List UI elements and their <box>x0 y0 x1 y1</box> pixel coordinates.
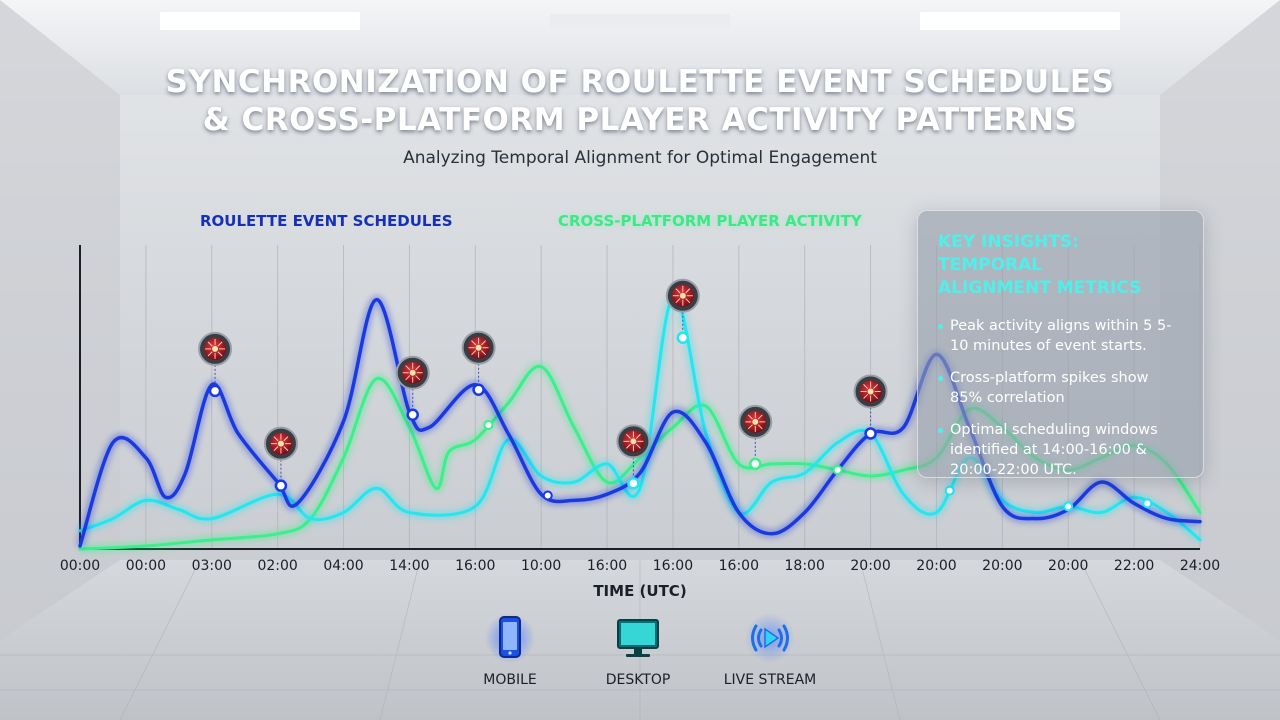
series-point <box>1063 501 1074 512</box>
x-axis-label: TIME (UTC) <box>593 582 687 600</box>
event-marker-layer <box>198 278 1153 512</box>
insights-title-line1: KEY INSIGHTS: TEMPORAL <box>938 232 1079 275</box>
x-tick-label: 16:00 <box>652 558 694 574</box>
series-label-roulette: ROULETTE EVENT SCHEDULES <box>200 212 453 230</box>
platform-mobile: MOBILE <box>445 612 575 688</box>
page-title-line1: SYNCHRONIZATION OF ROULETTE EVENT SCHEDU… <box>165 64 1115 100</box>
x-tick-label: 16:00 <box>718 558 759 574</box>
x-tick-label: 20:00 <box>982 558 1023 574</box>
series-point <box>944 485 955 496</box>
x-tick-label: 14:00 <box>389 558 430 574</box>
series-line-roulette <box>78 297 1202 548</box>
x-tick-label: 03:00 <box>191 558 232 574</box>
platform-live-stream: LIVE STREAM <box>705 612 835 688</box>
insights-title-line2: ALIGNMENT METRICS <box>938 278 1142 298</box>
insight-bullet: Peak activity aligns within 5 5-10 minut… <box>938 316 1185 356</box>
series-point <box>832 464 843 475</box>
series-point <box>483 419 494 430</box>
insight-bullet: Cross-platform spikes show 85% correlati… <box>938 368 1185 408</box>
x-tick-label: 18:00 <box>784 558 825 574</box>
roulette-event-marker <box>616 424 651 490</box>
roulette-event-marker <box>198 331 233 398</box>
roulette-event-marker <box>461 330 496 396</box>
series-point <box>1142 498 1153 509</box>
x-tick-label: 24:00 <box>1179 558 1221 574</box>
platform-label-mobile: MOBILE <box>483 672 537 688</box>
x-tick-label: 02:00 <box>257 558 298 574</box>
platform-label-live-stream: LIVE STREAM <box>723 672 817 688</box>
platform-label-desktop: DESKTOP <box>605 672 671 688</box>
page-subtitle: Analyzing Temporal Alignment for Optimal… <box>403 148 877 168</box>
x-tick-label: 16:00 <box>455 558 496 574</box>
x-tick-label: 16:00 <box>586 558 628 574</box>
series-label-activity: CROSS-PLATFORM PLAYER ACTIVITY <box>558 212 862 230</box>
x-tick-label: 20:00 <box>916 558 957 574</box>
x-tick-label: 10:00 <box>520 558 562 574</box>
platform-desktop: DESKTOP <box>573 612 703 688</box>
insights-title: KEY INSIGHTS: TEMPORAL ALIGNMENT METRICS <box>938 231 1185 300</box>
desktop-monitor-icon <box>617 619 659 657</box>
roulette-event-marker <box>853 374 888 440</box>
x-tick-label: 00:00 <box>59 558 101 574</box>
roulette-event-marker <box>263 426 298 492</box>
x-tick-label: 20:00 <box>850 558 891 574</box>
page-title-line2: & CROSS-PLATFORM PLAYER ACTIVITY PATTERN… <box>202 102 1078 138</box>
activity-chart <box>75 245 1204 554</box>
insight-bullet: Optimal scheduling windows identified at… <box>938 420 1185 480</box>
x-tick-label: 04:00 <box>323 558 364 574</box>
x-tick-label: 00:00 <box>125 558 167 574</box>
roulette-event-marker <box>738 404 773 471</box>
roulette-event-marker <box>395 355 430 421</box>
series-point <box>542 490 553 501</box>
x-tick-label: 20:00 <box>1048 558 1089 574</box>
x-tick-label: 22:00 <box>1113 558 1155 574</box>
smartphone-icon <box>485 613 535 663</box>
roulette-event-marker <box>665 278 700 344</box>
live-stream-play-icon <box>745 613 795 663</box>
key-insights-panel: KEY INSIGHTS: TEMPORAL ALIGNMENT METRICS… <box>917 210 1204 478</box>
